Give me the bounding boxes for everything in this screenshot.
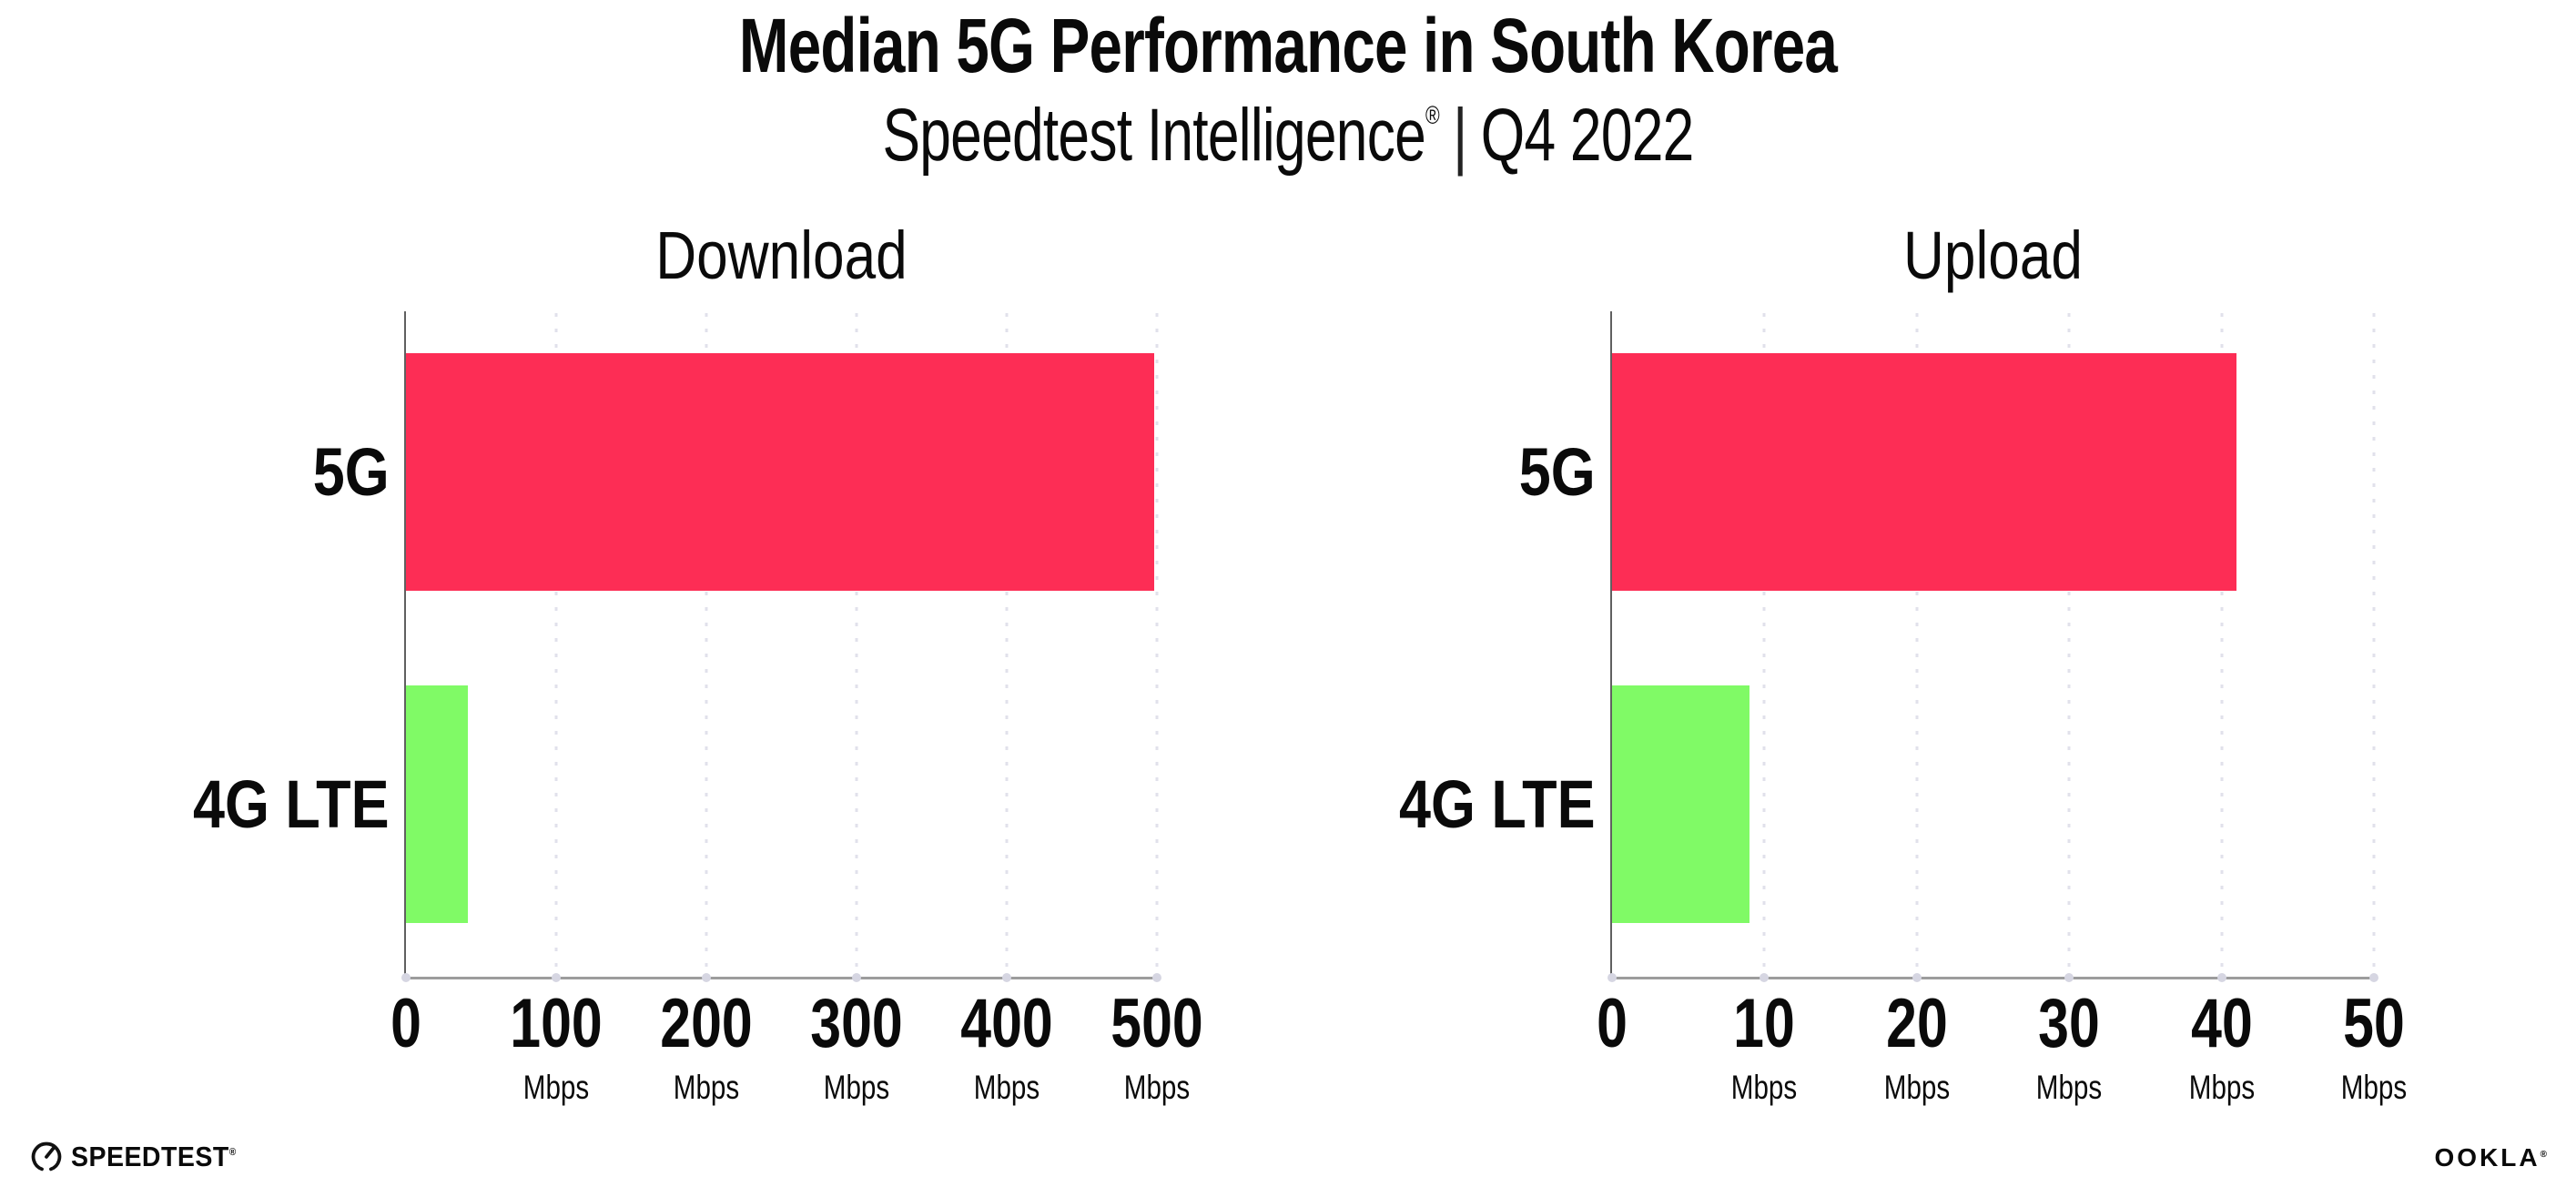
bar-4g-lte bbox=[1612, 685, 1749, 923]
upload-chart: Upload 0 10 Mbps 20 Mbps 30 Mbps 40 Mbps 50 Mbps 5G… bbox=[1399, 222, 2407, 1105]
gridline-300 bbox=[855, 313, 858, 979]
category-label-5g: 5G bbox=[313, 434, 390, 510]
x-tick-label-300: 300 Mbps bbox=[810, 985, 903, 1106]
x-tick-label-0: 0 bbox=[1597, 989, 1628, 1059]
gridline-10 bbox=[1762, 313, 1766, 979]
x-tick-unit: Mbps bbox=[1883, 1069, 1950, 1106]
x-tick-unit: Mbps bbox=[522, 1069, 590, 1106]
y-axis-line bbox=[1610, 311, 1612, 979]
speedtest-registered-icon: ® bbox=[228, 1146, 237, 1158]
bar-5g bbox=[1612, 353, 2237, 591]
category-label-4g-lte: 4G LTE bbox=[1399, 766, 1596, 842]
download-chart: Download 0 100 Mbps 200 Mbps 300 Mbps 400 Mbps 50… bbox=[193, 222, 1203, 1105]
x-tick-value: 50 bbox=[2343, 985, 2405, 1062]
x-axis-line bbox=[1612, 977, 2376, 979]
x-tick-unit: Mbps bbox=[973, 1069, 1040, 1106]
ookla-registered-icon: ® bbox=[2540, 1150, 2547, 1160]
x-tick-label-100: 100 Mbps bbox=[510, 985, 603, 1106]
x-tick-value: 500 bbox=[1111, 985, 1203, 1062]
speedtest-logo: SPEEDTEST® bbox=[30, 1140, 250, 1172]
x-tick-unit: Mbps bbox=[823, 1069, 890, 1106]
x-tick-value: 0 bbox=[390, 985, 421, 1062]
x-tick-label-200: 200 Mbps bbox=[660, 985, 753, 1106]
y-axis-line bbox=[404, 311, 406, 979]
ookla-logo-text: OOKLA bbox=[2434, 1143, 2541, 1172]
ookla-logo: OOKLA® bbox=[2435, 1145, 2547, 1171]
axis-tick-dot-100 bbox=[552, 973, 561, 982]
axis-tick-dot-40 bbox=[2216, 973, 2226, 982]
x-tick-label-30: 30 Mbps bbox=[2035, 985, 2103, 1106]
x-tick-label-40: 40 Mbps bbox=[2188, 985, 2255, 1106]
axis-tick-dot-50 bbox=[2369, 973, 2378, 982]
gridline-30 bbox=[2067, 313, 2071, 979]
category-label-4g-lte: 4G LTE bbox=[193, 766, 390, 842]
x-tick-label-500: 500 Mbps bbox=[1111, 985, 1203, 1106]
download-chart-title: Download bbox=[655, 218, 908, 293]
x-tick-value: 40 bbox=[2190, 985, 2253, 1062]
gridline-100 bbox=[554, 313, 558, 979]
x-tick-label-20: 20 Mbps bbox=[1883, 985, 1950, 1106]
axis-tick-dot-0 bbox=[1607, 973, 1617, 982]
bar-4g-lte bbox=[406, 685, 468, 923]
page-subtitle: Speedtest Intelligence® | Q4 2022 bbox=[309, 93, 2267, 178]
axis-tick-dot-300 bbox=[852, 973, 861, 982]
upload-plot-area: 0 10 Mbps 20 Mbps 30 Mbps 40 Mbps 50 Mbps 5G 4G LTE bbox=[1399, 311, 2407, 1104]
x-tick-value: 20 bbox=[1885, 985, 1948, 1062]
subtitle-period: Q4 2022 bbox=[1480, 94, 1695, 177]
axis-tick-dot-400 bbox=[1002, 973, 1011, 982]
x-tick-label-10: 10 Mbps bbox=[1731, 985, 1798, 1106]
x-tick-label-400: 400 Mbps bbox=[960, 985, 1053, 1106]
gridline-400 bbox=[1005, 313, 1009, 979]
x-tick-label-0: 0 bbox=[390, 989, 421, 1059]
x-tick-unit: Mbps bbox=[1123, 1069, 1191, 1106]
x-tick-value: 0 bbox=[1597, 985, 1628, 1062]
x-tick-unit: Mbps bbox=[1731, 1069, 1798, 1106]
gridline-40 bbox=[2220, 313, 2224, 979]
gridline-50 bbox=[2372, 313, 2376, 979]
x-tick-unit: Mbps bbox=[2340, 1069, 2408, 1106]
bar-5g bbox=[406, 353, 1154, 591]
x-tick-value: 300 bbox=[810, 985, 903, 1062]
axis-tick-dot-200 bbox=[702, 973, 711, 982]
gridline-20 bbox=[1915, 313, 1919, 979]
x-tick-value: 100 bbox=[510, 985, 603, 1062]
x-tick-value: 10 bbox=[1733, 985, 1796, 1062]
x-tick-unit: Mbps bbox=[673, 1069, 740, 1106]
speedtest-gauge-icon bbox=[31, 1141, 62, 1172]
x-tick-unit: Mbps bbox=[2188, 1069, 2255, 1106]
registered-trademark-icon: ® bbox=[1425, 101, 1440, 129]
subtitle-brand: Speedtest Intelligence bbox=[882, 94, 1426, 177]
gridline-500 bbox=[1155, 313, 1159, 979]
x-tick-value: 400 bbox=[960, 985, 1053, 1062]
subtitle-divider: | bbox=[1453, 94, 1467, 177]
axis-tick-dot-30 bbox=[2064, 973, 2074, 982]
upload-chart-title: Upload bbox=[1902, 218, 2083, 293]
x-tick-value: 30 bbox=[2038, 985, 2101, 1062]
x-axis-line bbox=[406, 977, 1159, 979]
download-plot-area: 0 100 Mbps 200 Mbps 300 Mbps 400 Mbps 500 Mbps 5G 4G… bbox=[193, 311, 1203, 1104]
x-tick-unit: Mbps bbox=[2035, 1069, 2103, 1106]
page-title: Median 5G Performance in South Korea bbox=[738, 3, 1838, 88]
axis-tick-dot-10 bbox=[1760, 973, 1770, 982]
axis-tick-dot-500 bbox=[1152, 973, 1161, 982]
speedtest-logo-text: SPEEDTEST® bbox=[71, 1140, 237, 1172]
axis-tick-dot-0 bbox=[401, 973, 411, 982]
category-label-5g: 5G bbox=[1519, 434, 1596, 510]
x-tick-value: 200 bbox=[660, 985, 753, 1062]
axis-tick-dot-20 bbox=[1912, 973, 1922, 982]
gridline-200 bbox=[705, 313, 708, 979]
x-tick-label-50: 50 Mbps bbox=[2340, 985, 2408, 1106]
